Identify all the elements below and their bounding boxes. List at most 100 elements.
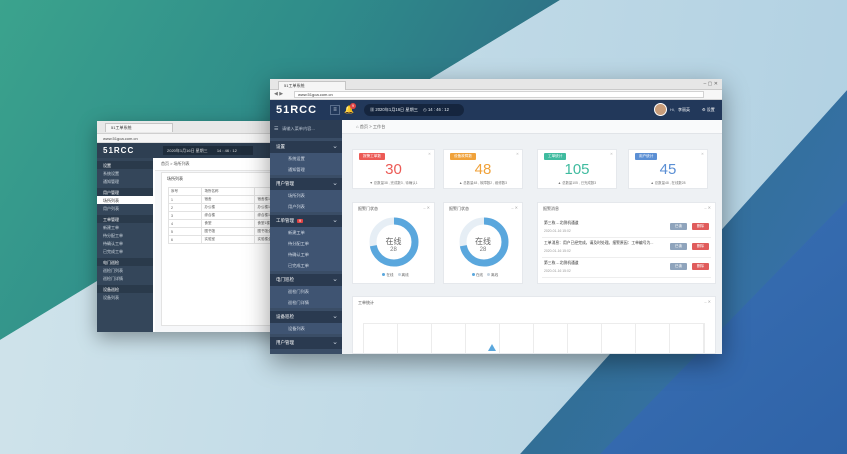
- sidebar-group-label: 工单管理: [276, 218, 294, 223]
- legend-label-offline: 离线: [401, 273, 409, 277]
- alarm-text[interactable]: 第三栋 – 北侧机通道: [544, 261, 579, 265]
- alarm-text[interactable]: 第三栋 – 北侧机通道: [544, 221, 579, 225]
- sidebar-item[interactable]: 用户列表: [270, 201, 342, 212]
- table-cell: 3: [167, 211, 203, 220]
- stat-card: 报警工单数 ✕ 30 ▼ 总数量38 , 完成数3 , 待确认1: [352, 149, 435, 189]
- back-sidebar-item[interactable]: 系统设置: [103, 171, 119, 176]
- ring-label: 在线: [385, 237, 402, 246]
- bell-icon[interactable]: 🔔: [344, 105, 354, 114]
- logo: 51RCC: [276, 104, 318, 116]
- settings-button[interactable]: ⚙ 设置: [702, 107, 715, 113]
- chart-marker-icon: [488, 344, 496, 351]
- back-sidebar-item[interactable]: 电门巡检: [97, 258, 153, 266]
- back-sidebar-item[interactable]: 待确认工单: [103, 241, 123, 246]
- sidebar: ☰ 请输入菜单内容... 设置 ⌄ 系统设置 通知管理 用户管理 ⌄ 场所列表 用户列表 工单管…: [270, 120, 342, 354]
- panel-controls-icon[interactable]: – ✕: [423, 205, 430, 210]
- ring-panel-title: 报警门状态: [449, 206, 469, 211]
- stat-card: 工单统计 ✕ 105 ▲ 总数量105 , 已完成数3: [537, 149, 617, 189]
- window-buttons[interactable]: – ▢ ✕: [703, 81, 718, 87]
- back-sidebar-item[interactable]: 巡检门详情: [103, 276, 123, 281]
- stats-panel: 工单统计 – ✕: [352, 296, 716, 354]
- back-sidebar-item[interactable]: 用户管理: [97, 188, 153, 196]
- back-address-bar[interactable]: www.51goa.com.cn: [97, 134, 380, 143]
- sidebar-group-0[interactable]: 设置 ⌄: [270, 141, 342, 153]
- card-tag: 用户统计: [635, 153, 658, 160]
- card-close-icon[interactable]: ✕: [427, 152, 431, 156]
- chevron-down-icon: ⌄: [332, 276, 338, 283]
- app-header: 51RCC ≡ 🔔 9 ▦ 2020年1月16日 星期三 ◷ 14 : 46 :…: [270, 100, 722, 120]
- card-close-icon[interactable]: ✕: [515, 152, 519, 156]
- back-panel-title: 场所列表: [167, 176, 183, 181]
- back-sidebar-item[interactable]: 待分配工单: [103, 233, 123, 238]
- back-logo: 51RCC: [103, 146, 135, 155]
- back-sidebar-item[interactable]: 巡检门列表: [103, 268, 123, 273]
- address-bar-row: ◀ ▶ www.51goa.com.cn: [270, 90, 722, 100]
- card-tag: 报警工单数: [359, 153, 385, 160]
- delete-button[interactable]: 删除: [692, 243, 709, 250]
- alarm-row: 第三栋 – 北侧机通道 2020-01-16 15:02 已读 删除: [542, 259, 711, 278]
- back-sidebar-item[interactable]: 场所列表: [97, 196, 153, 204]
- back-sidebar-item[interactable]: 已完成工单: [103, 249, 123, 254]
- sidebar-item[interactable]: 巡检门详情: [270, 297, 342, 308]
- card-value: 105: [564, 161, 590, 178]
- settings-label: 设置: [706, 107, 715, 112]
- ring-legend: 在线 离线: [444, 273, 522, 278]
- address-bar[interactable]: www.51goa.com.cn: [294, 91, 704, 98]
- panel-controls-icon[interactable]: – ✕: [704, 299, 711, 304]
- notification-badge: 9: [350, 103, 356, 109]
- mark-read-button[interactable]: 已读: [670, 223, 687, 230]
- sidebar-group-label: 设置: [276, 144, 285, 149]
- sidebar-group-16[interactable]: 用户管理 ⌄: [270, 337, 342, 349]
- delete-button[interactable]: 删除: [692, 223, 709, 230]
- back-sidebar-item[interactable]: 通知管理: [103, 179, 119, 184]
- sidebar-item[interactable]: 设备列表: [270, 323, 342, 334]
- panel-controls-icon[interactable]: – ✕: [511, 205, 518, 210]
- sidebar-item[interactable]: 已完成工单: [270, 260, 342, 271]
- donut-chart: [459, 217, 509, 267]
- mark-read-button[interactable]: 已读: [670, 243, 687, 250]
- sidebar-group-14[interactable]: 设备巡检 ⌄: [270, 311, 342, 323]
- card-subtext: ▼ 总数量38 , 完成数3 , 待确认1: [369, 181, 418, 185]
- sidebar-search[interactable]: ☰ 请输入菜单内容...: [270, 120, 342, 138]
- avatar[interactable]: [654, 103, 667, 116]
- menu-toggle-icon[interactable]: ≡: [330, 105, 340, 115]
- back-tab[interactable]: 51工单系统: [105, 123, 173, 132]
- sidebar-item[interactable]: 通知管理: [270, 164, 342, 175]
- sidebar-item[interactable]: 场所列表: [270, 190, 342, 201]
- chevron-down-icon: ⌄: [332, 339, 338, 346]
- current-date: 2020年1月16日 星期三: [375, 107, 418, 112]
- browser-tab[interactable]: 51工单系统: [278, 81, 346, 90]
- sidebar-item[interactable]: 新建工单: [270, 227, 342, 238]
- back-sidebar-item[interactable]: 用户列表: [103, 206, 119, 211]
- card-close-icon[interactable]: ✕: [609, 152, 613, 156]
- sidebar-item[interactable]: 巡检门列表: [270, 286, 342, 297]
- gear-icon: ⚙: [702, 107, 706, 112]
- delete-button[interactable]: 删除: [692, 263, 709, 270]
- back-sidebar-item[interactable]: 工单管理: [97, 215, 153, 223]
- back-sidebar-item[interactable]: 设备巡检: [97, 285, 153, 293]
- greeting: Hi,: [670, 107, 675, 112]
- back-time: 14 : 46 : 12: [216, 148, 237, 153]
- nav-arrows-icon[interactable]: ◀ ▶: [274, 91, 284, 97]
- sidebar-group-6[interactable]: 工单管理 9 ⌄: [270, 215, 342, 227]
- ring-panel-title: 报警门状态: [358, 206, 378, 211]
- back-sidebar-item[interactable]: 新建工单: [103, 225, 119, 230]
- sidebar-group-3[interactable]: 用户管理 ⌄: [270, 178, 342, 190]
- table-cell: 图书馆: [201, 227, 256, 236]
- alarm-text[interactable]: 工单消息：用户已经完成，请及时处理。报警原因：工单编号为...: [544, 241, 654, 245]
- back-sidebar-item[interactable]: 设置: [97, 161, 153, 169]
- user-name[interactable]: 李丽英: [678, 107, 690, 112]
- sidebar-group-11[interactable]: 电门巡检 ⌄: [270, 274, 342, 286]
- sidebar-item[interactable]: 系统设置: [270, 153, 342, 164]
- sidebar-item[interactable]: 待分配工单: [270, 238, 342, 249]
- panel-controls-icon[interactable]: – ✕: [704, 205, 711, 210]
- back-sidebar-item[interactable]: 设备列表: [103, 295, 119, 300]
- sidebar-item[interactable]: 待确认工单: [270, 249, 342, 260]
- breadcrumb-text[interactable]: 首页 > 工作台: [359, 124, 386, 129]
- mark-read-button[interactable]: 已读: [670, 263, 687, 270]
- card-subtext: ▲ 总数量105 , 已完成数3: [557, 181, 597, 185]
- card-close-icon[interactable]: ✕: [700, 152, 704, 156]
- back-date-display: 2020年1月16日 星期三 14 : 46 : 12: [163, 146, 253, 155]
- alarm-date: 2020-01-16 15:02: [544, 249, 571, 253]
- alarm-date: 2020-01-16 15:02: [544, 229, 571, 233]
